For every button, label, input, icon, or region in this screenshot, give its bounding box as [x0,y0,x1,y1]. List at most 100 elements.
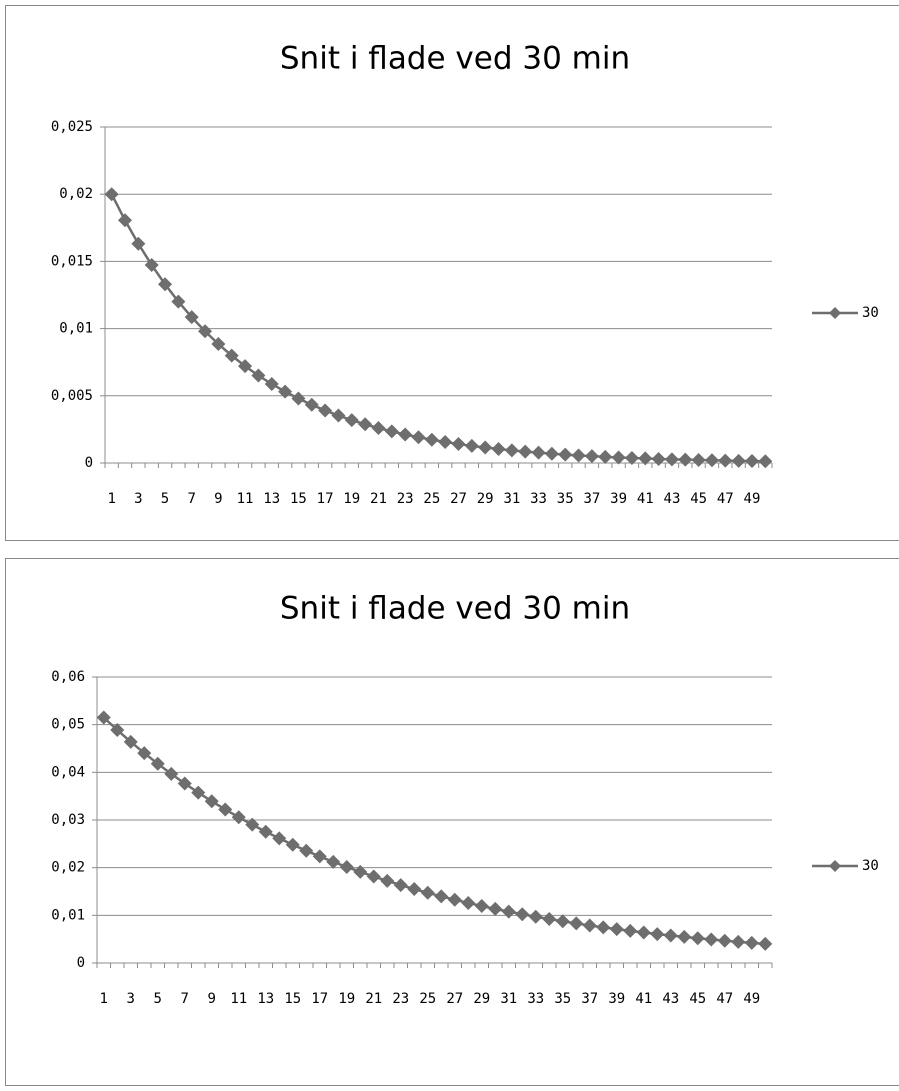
marker [518,444,533,459]
marker [447,892,462,907]
x-tick-label: 3 [127,991,135,1007]
marker [464,438,479,453]
chart-title: Snit i flade ved 30 min [280,41,630,77]
marker [258,824,273,839]
x-tick-label: 1 [100,991,108,1007]
marker [353,864,368,879]
marker [758,454,773,469]
marker [118,213,133,228]
y-tick-label: 0,02 [51,860,85,876]
marker [104,187,119,202]
marker [638,451,653,466]
marker [224,348,239,363]
y-tick-label: 0,03 [51,812,85,828]
x-tick-label: 31 [503,491,520,507]
x-tick-label: 45 [690,491,707,507]
marker [150,756,165,771]
marker [251,368,266,383]
x-tick-label: 7 [181,991,189,1007]
x-tick-label: 17 [311,991,328,1007]
chart-frame [5,5,899,541]
marker [304,397,319,412]
x-tick-label: 25 [419,991,436,1007]
x-tick-label: 19 [338,991,355,1007]
marker [664,452,679,467]
y-tick-label: 0,02 [59,186,93,202]
x-tick-label: 33 [527,991,544,1007]
marker [110,723,125,738]
marker [704,453,719,468]
marker [285,837,300,852]
x-tick-label: 29 [473,991,490,1007]
marker [245,817,260,832]
x-tick-label: 23 [392,991,409,1007]
x-tick-label: 49 [743,991,760,1007]
marker [677,929,692,944]
chart-title: Snit i flade ved 30 min [280,591,630,627]
marker [231,810,246,825]
marker [238,359,253,374]
marker [371,421,386,436]
y-tick-label: 0,06 [51,669,85,685]
x-tick-label: 35 [557,491,574,507]
y-tick-label: 0,04 [51,764,85,780]
marker [299,843,314,858]
x-tick-label: 37 [583,491,600,507]
marker [191,785,206,800]
marker [624,451,639,466]
marker [434,889,449,904]
x-tick-label: 5 [161,491,169,507]
marker [326,854,341,869]
x-tick-label: 37 [581,991,598,1007]
marker [211,337,226,352]
marker [171,294,186,309]
marker [491,442,506,457]
marker [264,376,279,391]
marker [312,849,327,864]
marker [488,901,503,916]
marker [177,776,192,791]
marker [393,878,408,893]
x-tick-label: 21 [370,491,387,507]
x-tick-label: 11 [237,491,254,507]
y-tick-label: 0,025 [51,119,93,135]
x-tick-label: 27 [450,491,467,507]
x-tick-label: 47 [716,991,733,1007]
x-tick-label: 23 [397,491,414,507]
marker [611,450,626,465]
marker [584,449,599,464]
marker [609,922,624,937]
x-tick-label: 15 [284,991,301,1007]
x-tick-label: 33 [530,491,547,507]
marker [731,453,746,468]
y-tick-label: 0,01 [51,907,85,923]
x-tick-label: 49 [744,491,761,507]
x-tick-label: 41 [635,991,652,1007]
marker [555,914,570,929]
marker [184,310,199,325]
marker [384,424,399,439]
x-tick-label: 15 [290,491,307,507]
marker [571,448,586,463]
x-tick-label: 27 [446,991,463,1007]
x-tick-label: 25 [423,491,440,507]
marker [424,432,439,447]
marker [438,435,453,450]
marker [461,895,476,910]
marker [678,452,693,467]
x-tick-label: 35 [554,991,571,1007]
marker [358,417,373,432]
y-tick-label: 0 [77,955,85,971]
marker [596,920,611,935]
marker [558,447,573,462]
marker [718,453,733,468]
marker [663,928,678,943]
marker [398,427,413,442]
x-tick-label: 17 [317,491,334,507]
x-tick-label: 3 [134,491,142,507]
marker [164,766,179,781]
marker [407,882,422,897]
chart-frame [5,558,899,1086]
marker [474,898,489,913]
